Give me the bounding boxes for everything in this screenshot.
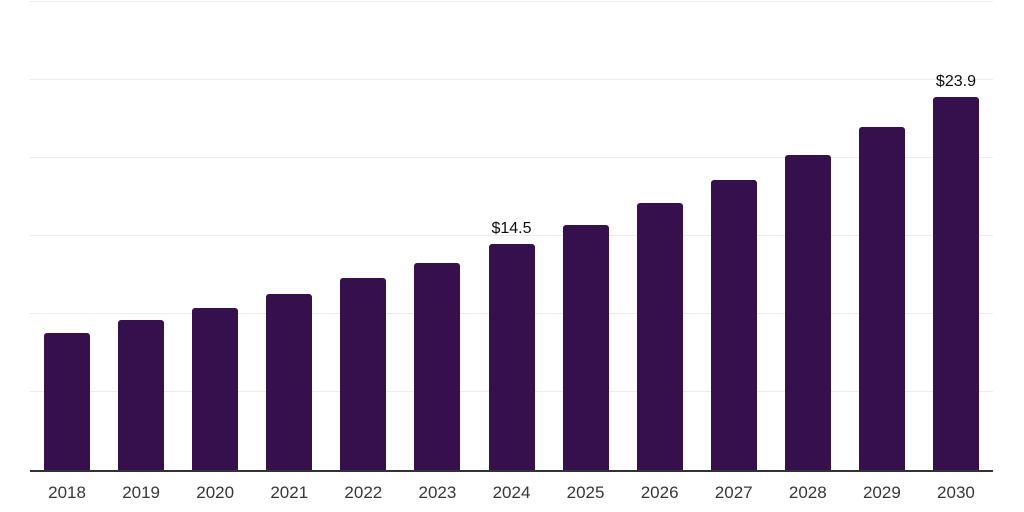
gridline-15 xyxy=(30,235,993,236)
x-axis-label-2020: 2020 xyxy=(196,483,235,502)
bar-2021 xyxy=(266,293,313,470)
bar-2025 xyxy=(562,225,609,470)
bar-2019 xyxy=(118,320,165,470)
bar-2020 xyxy=(192,307,239,470)
x-axis-label-2028: 2028 xyxy=(788,483,827,502)
x-axis-label-2027: 2027 xyxy=(714,483,753,502)
x-axis-label-2030: 2030 xyxy=(937,483,975,502)
bar-2024 xyxy=(488,243,535,470)
x-axis-label-2021: 2021 xyxy=(270,483,309,502)
chart-plot-area: $14.5 $23.9 xyxy=(30,1,993,472)
bar-2028 xyxy=(784,154,831,470)
bar-2030 xyxy=(932,97,979,470)
bar-2027 xyxy=(710,179,757,470)
bar-2023 xyxy=(414,262,461,470)
bar-2018 xyxy=(44,332,91,470)
x-axis-label-2023: 2023 xyxy=(418,483,457,502)
x-axis-label-2019: 2019 xyxy=(122,483,161,502)
x-axis: 2018 2019 2020 2021 2022 2023 2024 2025 2026 2027… xyxy=(30,483,993,506)
bar-2029 xyxy=(858,126,905,470)
x-axis-label-2022: 2022 xyxy=(344,483,383,502)
bar-2026 xyxy=(636,203,683,470)
gridline-30 xyxy=(30,1,993,2)
gridline-25 xyxy=(30,79,993,80)
bar-value-label-2030: $23.9 xyxy=(935,73,976,91)
x-axis-label-2024: 2024 xyxy=(492,483,531,502)
gridline-20 xyxy=(30,157,993,158)
x-axis-label-2029: 2029 xyxy=(862,483,901,502)
bar-value-label-2024: $14.5 xyxy=(491,219,532,237)
bar-2022 xyxy=(340,278,387,470)
x-axis-label-2018: 2018 xyxy=(48,483,86,502)
x-axis-label-2026: 2026 xyxy=(640,483,679,502)
x-axis-label-2025: 2025 xyxy=(566,483,605,502)
